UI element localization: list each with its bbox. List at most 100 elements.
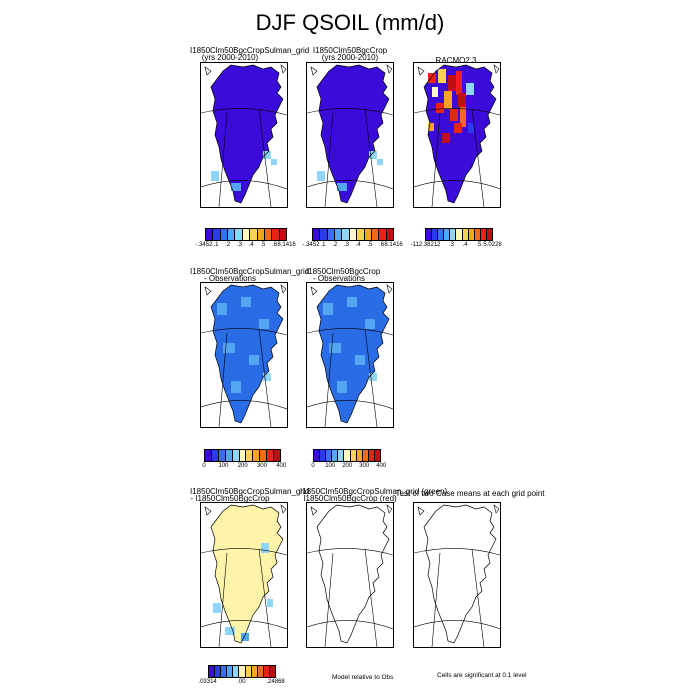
colorbar-swatch — [462, 229, 469, 240]
panel-6-title-line2: - I1850Clm50BgcCrop — [190, 494, 270, 503]
islands — [310, 504, 393, 516]
colorbar-swatch — [379, 229, 387, 240]
colorbar-swatch — [432, 229, 439, 240]
colorbar-swatch — [335, 229, 343, 240]
grid-cell — [432, 87, 438, 97]
grid-cell — [337, 183, 347, 191]
coastline — [316, 504, 390, 644]
grid-cell — [263, 373, 271, 381]
colorbar-swatch — [209, 666, 216, 677]
colorbar-swatch — [468, 229, 475, 240]
grid-cell — [442, 133, 450, 143]
colorbar-swatch — [426, 229, 433, 240]
colorbar-swatch — [206, 229, 214, 240]
colorbar-swatch — [456, 229, 463, 240]
grid-cell — [468, 123, 474, 133]
grid-cell — [231, 183, 241, 191]
colorbar-tick-label: .00 — [237, 679, 246, 685]
colorbar-swatch — [450, 229, 457, 240]
grid-cell — [317, 171, 325, 181]
grid-cell — [450, 109, 458, 121]
map-layer — [211, 285, 283, 423]
grid-cell — [267, 599, 273, 607]
grid-cell — [458, 93, 466, 107]
colorbar-tick-label: .6 — [272, 242, 278, 248]
panel-7-map — [306, 502, 394, 648]
grid-cell — [217, 303, 227, 315]
colorbar-tick-label: 0 — [202, 463, 206, 469]
colorbar-swatch — [264, 229, 273, 240]
colorbar-tick-label: .5 — [476, 242, 482, 248]
grid-cell — [428, 123, 434, 131]
colorbar-swatch — [357, 229, 365, 240]
grid-cell — [347, 297, 357, 307]
grid-cell — [436, 103, 444, 113]
latitude-line — [414, 548, 500, 556]
coastline — [210, 504, 284, 644]
colorbar-swatch — [272, 229, 280, 240]
longitude-line — [324, 112, 334, 207]
grid-cell — [225, 627, 235, 635]
grid-cell — [249, 355, 259, 365]
latitude-line — [414, 180, 500, 190]
colorbar-tick-label: .4 — [462, 242, 468, 248]
panel-7-title-line1: I1850Clm50BgcCropSulman_grid (green) — [300, 487, 448, 496]
colorbar-swatch — [239, 666, 246, 677]
grid-cell — [448, 75, 456, 91]
colorbar-swatch — [233, 666, 240, 677]
colorbar-swatch — [257, 229, 265, 240]
longitude-line — [471, 548, 485, 647]
islands — [310, 284, 393, 296]
panel-1-title-line2: (yrs 2000-2010) — [201, 53, 259, 62]
longitude-line — [258, 328, 272, 427]
grid-cell — [329, 343, 341, 353]
latitude-line — [307, 400, 393, 410]
colorbar-tick-label: .4 — [355, 242, 361, 248]
colorbar-tick-label: .24868 — [266, 679, 285, 685]
colorbar-swatch — [338, 450, 345, 461]
graticule — [307, 548, 393, 647]
colorbar-tick-label: 8.1416 — [277, 242, 296, 248]
grid-cell — [377, 159, 383, 165]
graticule — [201, 108, 287, 207]
colorbar-tick-label: -.3452 — [302, 242, 320, 248]
colorbar-swatch — [251, 666, 258, 677]
colorbar-tick-label: 200 — [237, 463, 248, 469]
colorbar-tick-label: .5 — [260, 242, 266, 248]
land-fill — [211, 505, 283, 643]
colorbar-swatch — [232, 450, 240, 461]
colorbar-tick-label: 300 — [359, 463, 370, 469]
colorbar-swatch — [250, 229, 258, 240]
grid-cell — [369, 373, 377, 381]
colorbar-tick-label: -112.3821 — [410, 242, 438, 248]
colorbar-tick-label: 100 — [325, 463, 336, 469]
map-layer — [317, 285, 389, 423]
colorbar-swatch — [267, 450, 275, 461]
latitude-line — [201, 548, 287, 556]
colorbar-swatch — [371, 229, 380, 240]
grid-cell — [438, 69, 446, 83]
colorbar-tick-label: .2 — [225, 242, 231, 248]
panel-4-title-line1: I1850Clm50BgcCropSulman_grid — [190, 267, 310, 276]
colorbar-tick-label: 0 — [311, 463, 315, 469]
colorbar-tick-label: 400 — [376, 463, 387, 469]
colorbar-swatch — [257, 666, 264, 677]
colorbar-tick-label: .4 — [248, 242, 254, 248]
panel-3-map — [413, 62, 501, 208]
colorbar-swatch — [332, 450, 339, 461]
colorbar-tick-label: .2 — [332, 242, 338, 248]
coastline — [316, 284, 390, 424]
grid-cell — [241, 633, 249, 641]
panel-1-map — [200, 62, 288, 208]
colorbar-swatch — [253, 450, 261, 461]
map-layer — [211, 65, 283, 203]
colorbar-swatch — [242, 229, 251, 240]
islands — [310, 64, 393, 76]
longitude-line — [324, 552, 334, 647]
colorbar-swatch — [480, 229, 487, 240]
colorbar-tick-label: .3 — [236, 242, 242, 248]
longitude-line — [258, 108, 272, 207]
colorbar-swatch — [374, 450, 381, 461]
colorbar-tick-label: 5.0228 — [483, 242, 502, 248]
longitude-line — [218, 112, 228, 207]
